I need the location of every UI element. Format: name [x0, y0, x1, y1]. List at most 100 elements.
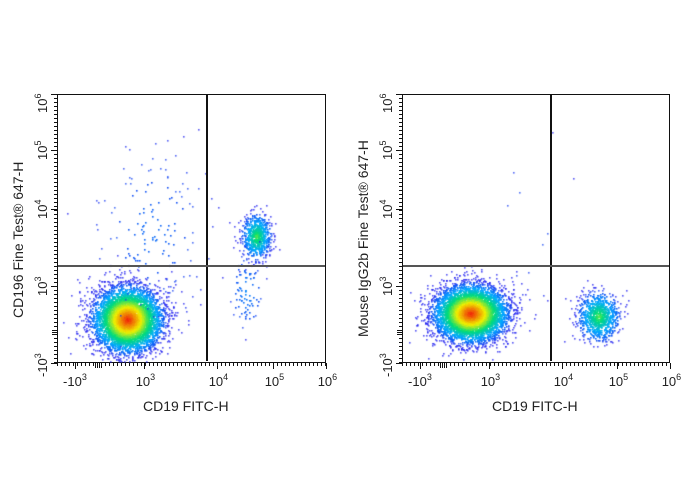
x-tick-label: 104 [553, 372, 574, 389]
y-minor-tick [399, 166, 402, 167]
y-minor-tick [399, 222, 402, 223]
x-major-tick [326, 363, 327, 369]
y-axis-label: CD196 Fine Test® 647-H [10, 161, 26, 318]
y-minor-tick [54, 154, 57, 155]
x-minor-tick [466, 363, 467, 366]
x-minor-tick [301, 363, 302, 366]
y-major-tick [396, 286, 402, 287]
y-tick-label: 103 [33, 276, 50, 297]
x-minor-tick [494, 363, 495, 366]
x-minor-tick [309, 363, 310, 366]
x-minor-tick [213, 363, 214, 366]
x-minor-tick [89, 363, 90, 366]
y-zero-tick [52, 332, 57, 333]
quadrant-gate-horizontal[interactable] [403, 265, 669, 267]
x-minor-tick [542, 363, 543, 366]
x-major-tick [273, 363, 274, 369]
y-tick-label: -103 [378, 353, 395, 377]
x-minor-tick [546, 363, 547, 366]
x-minor-tick [414, 363, 415, 366]
y-minor-tick [54, 254, 57, 255]
x-axis-label: CD19 FITC-H [143, 398, 229, 414]
x-minor-tick [518, 363, 519, 366]
x-minor-tick [582, 363, 583, 366]
x-minor-tick [538, 363, 539, 366]
y-minor-tick [54, 102, 57, 103]
x-minor-tick [642, 363, 643, 366]
y-tick-label: 106 [33, 93, 50, 113]
x-minor-tick [257, 363, 258, 366]
x-minor-tick [293, 363, 294, 366]
x-minor-tick [317, 363, 318, 366]
y-zero-tick [52, 330, 57, 331]
y-minor-tick [399, 254, 402, 255]
quadrant-gate-horizontal[interactable] [58, 265, 325, 267]
y-major-tick [396, 209, 402, 210]
y-minor-tick [54, 314, 57, 315]
x-minor-tick [77, 363, 78, 366]
y-minor-tick [54, 214, 57, 215]
y-zero-tick [397, 334, 402, 335]
x-minor-tick [125, 363, 126, 366]
x-minor-tick [482, 363, 483, 366]
x-zero-tick [446, 363, 447, 368]
x-minor-tick [85, 363, 86, 366]
y-minor-tick [399, 246, 402, 247]
x-axis-label: CD19 FITC-H [492, 398, 578, 414]
quadrant-gate-vertical[interactable] [550, 95, 552, 361]
x-minor-tick [402, 363, 403, 366]
x-minor-tick [458, 363, 459, 366]
y-minor-tick [399, 110, 402, 111]
plot-area [57, 94, 327, 364]
quadrant-gate-vertical[interactable] [206, 95, 208, 361]
plot-panel-isotype: Mouse IgG2b Fine Test® 647-H CD19 FITC-H [344, 0, 688, 490]
x-minor-tick [462, 363, 463, 366]
y-minor-tick [399, 190, 402, 191]
x-zero-tick [442, 363, 443, 368]
x-minor-tick [498, 363, 499, 366]
x-minor-tick [602, 363, 603, 366]
x-minor-tick [634, 363, 635, 366]
y-minor-tick [399, 326, 402, 327]
x-minor-tick [269, 363, 270, 366]
x-minor-tick [313, 363, 314, 366]
y-tick-label: 103 [378, 276, 395, 297]
x-minor-tick [434, 363, 435, 366]
plot-panel-cd196: CD196 Fine Test® 647-H CD19 FITC-H [10, 161, 229, 414]
density-dots [58, 95, 327, 364]
y-minor-tick [399, 298, 402, 299]
x-minor-tick [261, 363, 262, 366]
y-major-tick [51, 363, 57, 364]
x-minor-tick [149, 363, 150, 366]
y-minor-tick [399, 182, 402, 183]
y-minor-tick [54, 358, 57, 359]
x-minor-tick [454, 363, 455, 366]
x-minor-tick [586, 363, 587, 366]
y-minor-tick [399, 342, 402, 343]
y-major-tick [51, 209, 57, 210]
y-tick-label: 105 [378, 140, 395, 161]
x-minor-tick [478, 363, 479, 366]
x-minor-tick [486, 363, 487, 366]
y-minor-tick [399, 214, 402, 215]
x-minor-tick [237, 363, 238, 366]
y-minor-tick [54, 234, 57, 235]
x-minor-tick [530, 363, 531, 366]
x-minor-tick [129, 363, 130, 366]
y-minor-tick [399, 302, 402, 303]
x-minor-tick [534, 363, 535, 366]
x-minor-tick [281, 363, 282, 366]
y-minor-tick [54, 226, 57, 227]
y-minor-tick [399, 126, 402, 127]
x-tick-label: 103 [480, 372, 501, 389]
y-tick-label: -103 [33, 353, 50, 377]
y-minor-tick [54, 202, 57, 203]
x-major-tick [144, 363, 145, 369]
x-zero-tick [97, 363, 98, 368]
y-minor-tick [399, 198, 402, 199]
x-minor-tick [121, 363, 122, 366]
x-minor-tick [406, 363, 407, 366]
y-minor-tick [54, 166, 57, 167]
y-minor-tick [54, 162, 57, 163]
y-minor-tick [54, 342, 57, 343]
